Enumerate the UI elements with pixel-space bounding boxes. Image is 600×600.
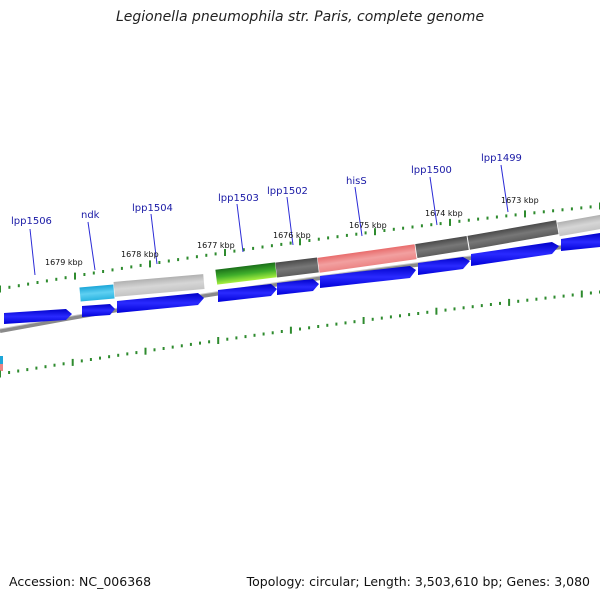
gene-label-lpp1503: lpp1503 [218,193,259,204]
position-labels: 1679 kbp 1678 kbp 1677 kbp 1676 kbp 1675… [45,196,539,267]
feature-block-edge [0,364,3,371]
feature-block [557,213,600,237]
label-line [500,164,509,213]
scale-ticks [0,202,600,378]
gene-arrow [218,284,277,302]
gene-arrows [4,233,600,324]
gene-label-ndk: ndk [81,210,100,221]
feature-block [275,257,319,278]
feature-block [113,274,205,297]
gene-label-lpp1506: lpp1506 [11,216,52,227]
feature-block [215,262,277,285]
position-label: 1673 kbp [501,196,539,205]
gene-arrow [82,304,115,317]
feature-block-edge [0,356,3,364]
position-label: 1675 kbp [349,221,387,230]
gene-arrow [471,242,559,266]
gene-label-lpp1502: lpp1502 [267,186,308,197]
label-line [286,196,294,246]
gene-label-hisS: hisS [346,176,367,187]
label-line [236,203,244,253]
feature-ring-outer [79,213,600,302]
genome-stats-text: Topology: circular; Length: 3,503,610 bp… [246,574,590,589]
feature-block [467,220,559,250]
position-label: 1676 kbp [273,231,311,240]
gene-labels: lpp1506 ndk lpp1504 lpp1503 lpp1502 hisS… [11,153,522,227]
position-label: 1679 kbp [45,258,83,267]
map-title: Legionella pneumophila str. Paris, compl… [115,9,485,25]
label-line [354,186,363,237]
gene-arrow [4,309,72,324]
feature-block [79,284,115,302]
position-label: 1674 kbp [425,209,463,218]
label-line [29,228,36,276]
position-label: 1678 kbp [121,250,159,259]
gene-label-lpp1499: lpp1499 [481,153,522,164]
gene-label-lpp1504: lpp1504 [132,203,173,214]
label-line [87,221,96,271]
label-lines [29,164,509,276]
gene-arrow [117,293,204,313]
gene-arrow [418,257,470,275]
gene-arrow [277,279,319,295]
label-line [429,176,438,226]
accession-text: Accession: NC_006368 [9,574,152,589]
label-line [150,213,158,265]
gene-arrow [561,233,600,251]
position-label: 1677 kbp [197,241,235,250]
feature-block [415,236,469,258]
gene-arrow [320,266,416,288]
feature-block [317,244,417,273]
gene-label-lpp1500: lpp1500 [411,165,452,176]
